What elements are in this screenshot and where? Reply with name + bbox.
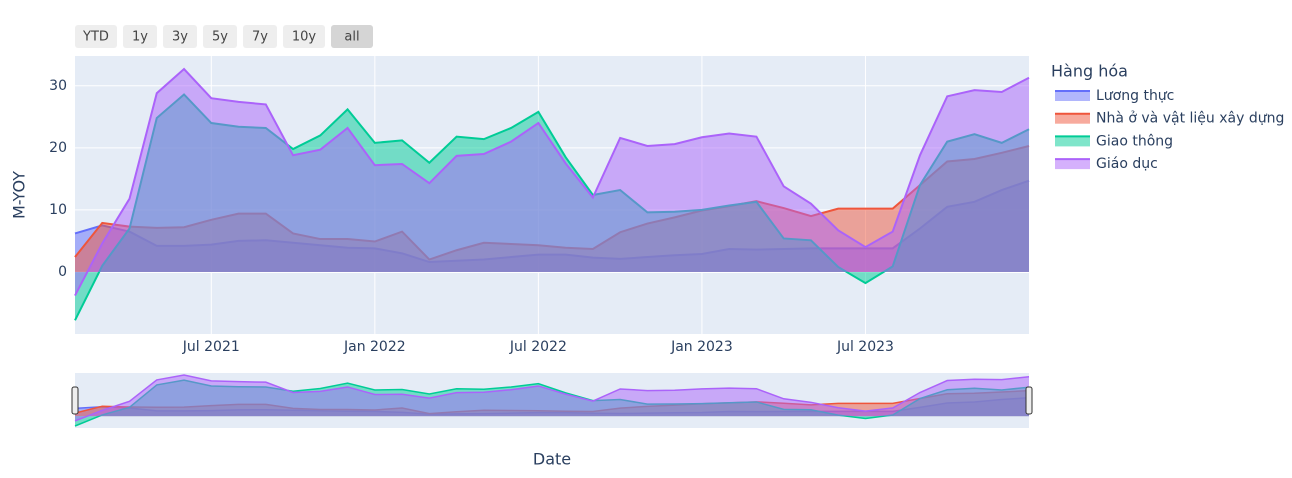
- button-label[interactable]: all: [344, 30, 359, 45]
- y-axis-title: M-YOY: [10, 171, 29, 219]
- x-tick-label: Jul 2022: [509, 339, 567, 355]
- legend-label: Lương thực: [1096, 88, 1174, 104]
- range-handle[interactable]: [1025, 386, 1033, 415]
- legend-title: Hàng hóa: [1051, 62, 1128, 81]
- area-line: [74, 67, 1030, 296]
- y-tick-label: 0: [58, 264, 67, 280]
- legend-swatch: [1055, 113, 1090, 124]
- button-label[interactable]: 7y: [252, 30, 268, 45]
- area-fill: [75, 375, 1029, 421]
- range-button[interactable]: YTD: [75, 25, 117, 48]
- button-label[interactable]: YTD: [82, 30, 109, 45]
- button-bg[interactable]: [243, 25, 277, 48]
- y-tick-label: 10: [49, 202, 67, 218]
- button-label[interactable]: 10y: [292, 30, 317, 45]
- range-handle[interactable]: [71, 386, 79, 415]
- legend-swatch: [1055, 159, 1090, 170]
- x-axis-title: Date: [533, 450, 571, 469]
- legend-label: Nhà ở và vật liệu xây dựng: [1096, 111, 1284, 127]
- x-tick-label: Jul 2023: [836, 339, 894, 355]
- button-bg[interactable]: [75, 25, 117, 48]
- button-label[interactable]: 5y: [212, 30, 228, 45]
- area-fill: [75, 69, 1029, 296]
- legend-swatch: [1055, 91, 1090, 101]
- range-button[interactable]: 1y: [123, 25, 157, 48]
- button-bg[interactable]: [203, 25, 237, 48]
- button-bg[interactable]: [283, 25, 325, 48]
- button-bg[interactable]: [331, 25, 373, 48]
- y-tick-label: 20: [49, 140, 67, 156]
- area-line: [74, 374, 1030, 422]
- range-button[interactable]: 5y: [203, 25, 237, 48]
- legend-swatch: [1055, 136, 1090, 147]
- legend-label: Giáo dục: [1096, 156, 1158, 172]
- x-tick-label: Jul 2021: [182, 339, 240, 355]
- range-button[interactable]: 10y: [283, 25, 325, 48]
- x-tick-label: Jan 2022: [343, 339, 406, 355]
- y-tick-label: 30: [49, 78, 67, 94]
- button-bg[interactable]: [163, 25, 197, 48]
- x-tick-label: Jan 2023: [670, 339, 733, 355]
- button-label[interactable]: 1y: [132, 30, 148, 45]
- range-button[interactable]: 7y: [243, 25, 277, 48]
- range-button[interactable]: all: [331, 25, 373, 48]
- legend-label: Giao thông: [1096, 133, 1173, 149]
- button-bg[interactable]: [123, 25, 157, 48]
- button-label[interactable]: 3y: [172, 30, 188, 45]
- range-button[interactable]: 3y: [163, 25, 197, 48]
